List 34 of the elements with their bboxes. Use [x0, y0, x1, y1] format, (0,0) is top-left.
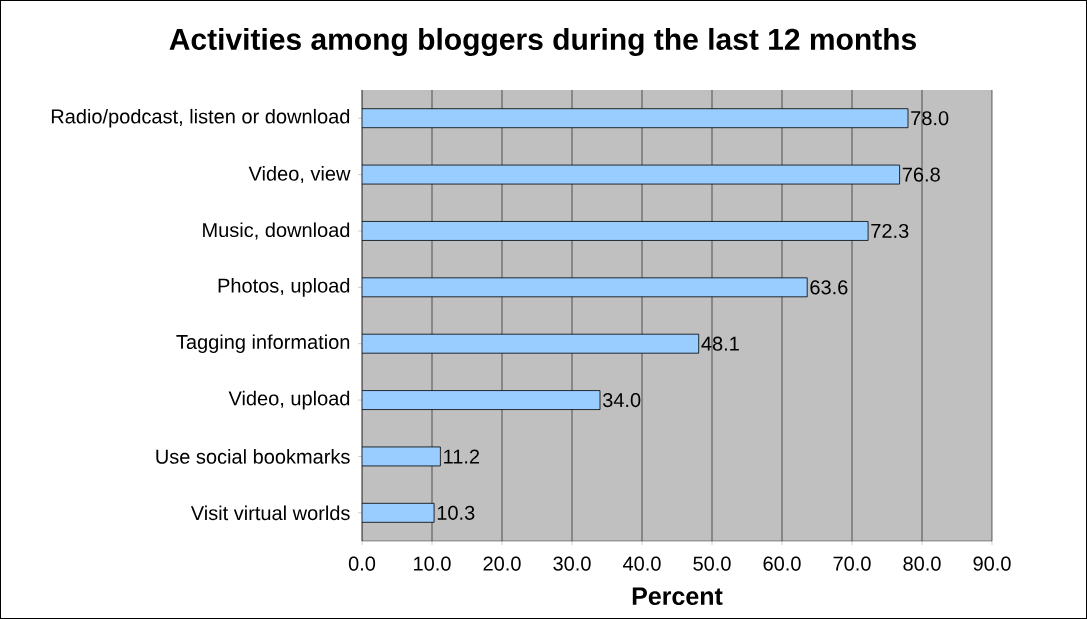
y-tick-label: Photos, upload — [218, 278, 350, 297]
data-label: 48.1 — [701, 336, 739, 351]
x-tick-label: 0.0 — [348, 556, 376, 571]
bar — [362, 277, 808, 298]
y-tick-label: Radio/podcast, listen or download — [51, 108, 350, 128]
data-label: 72.3 — [871, 223, 909, 239]
data-label: 11.2 — [444, 449, 480, 464]
y-tick-label: Tagging information — [176, 334, 350, 354]
x-tick-label: 70.0 — [833, 556, 871, 571]
y-tick-label: Visit virtual worlds — [190, 505, 350, 521]
y-tick-label: Music, download — [203, 222, 350, 240]
x-tick-label: 10.0 — [414, 556, 451, 571]
bar — [362, 390, 601, 410]
x-tick-label: 20.0 — [483, 556, 521, 571]
chart-title: Activities among bloggers during the last 12 months — [169, 27, 916, 57]
y-tick-label: Video, view — [248, 166, 351, 184]
data-label: 78.0 — [911, 111, 949, 126]
bar — [362, 333, 700, 354]
x-axis-title: Percent — [632, 587, 723, 606]
bar — [362, 221, 869, 241]
data-label: 34.0 — [602, 393, 641, 408]
bar — [362, 502, 435, 523]
bar — [362, 108, 909, 129]
x-tick-label: 40.0 — [622, 556, 661, 571]
x-tick-label: 50.0 — [693, 556, 731, 571]
y-tick-label: Use social bookmarks — [156, 449, 350, 464]
y-tick-label: Video, upload — [228, 390, 350, 410]
data-label: 76.8 — [902, 167, 940, 182]
x-tick-label: 60.0 — [763, 556, 801, 571]
x-tick-label: 80.0 — [903, 556, 941, 571]
x-tick-label: 90.0 — [973, 556, 1011, 571]
data-label: 63.6 — [810, 280, 848, 295]
x-tick-label: 30.0 — [553, 556, 591, 571]
data-label: 10.3 — [437, 505, 475, 520]
